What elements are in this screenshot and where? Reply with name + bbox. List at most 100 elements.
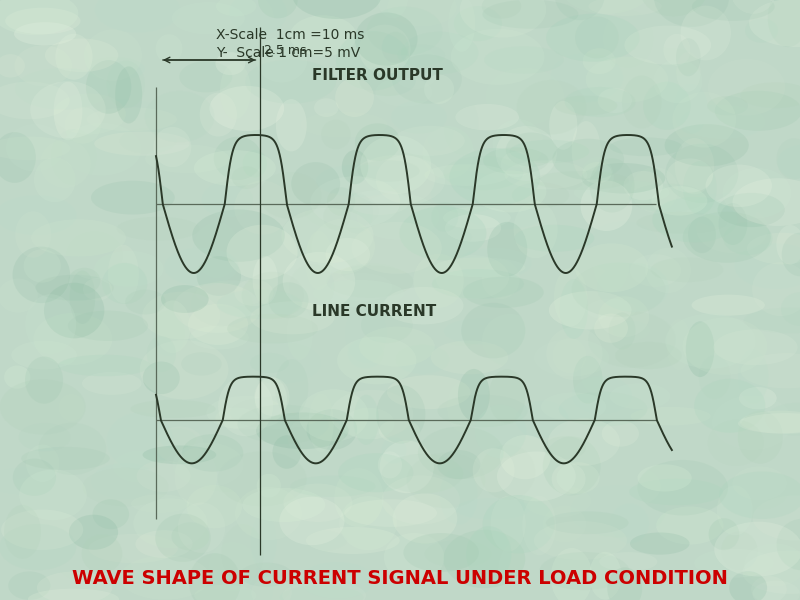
Ellipse shape <box>154 301 190 353</box>
Ellipse shape <box>410 226 472 248</box>
Ellipse shape <box>560 279 588 339</box>
Ellipse shape <box>161 285 209 313</box>
Ellipse shape <box>359 326 435 367</box>
Ellipse shape <box>740 410 800 433</box>
Ellipse shape <box>280 585 363 600</box>
Ellipse shape <box>722 532 758 570</box>
Ellipse shape <box>130 400 216 418</box>
Ellipse shape <box>539 552 630 590</box>
Ellipse shape <box>432 269 524 299</box>
Ellipse shape <box>597 263 669 312</box>
Ellipse shape <box>663 34 690 66</box>
Ellipse shape <box>35 275 114 301</box>
Ellipse shape <box>741 353 800 388</box>
Ellipse shape <box>299 389 369 442</box>
Ellipse shape <box>390 46 440 89</box>
Ellipse shape <box>665 137 714 158</box>
Ellipse shape <box>344 499 437 527</box>
Ellipse shape <box>615 342 682 369</box>
Ellipse shape <box>258 0 298 19</box>
Ellipse shape <box>257 474 281 497</box>
Ellipse shape <box>428 287 498 346</box>
Ellipse shape <box>766 403 800 436</box>
Ellipse shape <box>382 32 409 63</box>
Ellipse shape <box>0 132 36 183</box>
Ellipse shape <box>13 247 70 303</box>
Ellipse shape <box>418 427 504 479</box>
Ellipse shape <box>744 544 800 587</box>
Ellipse shape <box>425 540 491 568</box>
Ellipse shape <box>326 265 414 298</box>
Ellipse shape <box>290 16 357 56</box>
Ellipse shape <box>339 496 397 550</box>
Ellipse shape <box>190 281 252 326</box>
Ellipse shape <box>588 311 676 368</box>
Ellipse shape <box>733 178 800 226</box>
Ellipse shape <box>455 104 519 130</box>
Ellipse shape <box>462 303 526 358</box>
Ellipse shape <box>582 49 616 74</box>
Ellipse shape <box>447 382 477 432</box>
Ellipse shape <box>738 410 783 464</box>
Ellipse shape <box>708 59 785 116</box>
Ellipse shape <box>768 0 800 47</box>
Ellipse shape <box>652 197 738 242</box>
Ellipse shape <box>510 140 590 163</box>
Ellipse shape <box>594 314 628 343</box>
Ellipse shape <box>359 66 416 96</box>
Ellipse shape <box>145 145 230 173</box>
Ellipse shape <box>187 462 282 492</box>
Ellipse shape <box>215 407 258 428</box>
Ellipse shape <box>54 94 126 134</box>
Ellipse shape <box>387 0 457 26</box>
Ellipse shape <box>86 107 177 131</box>
Ellipse shape <box>306 527 400 554</box>
Ellipse shape <box>350 155 445 206</box>
Ellipse shape <box>630 479 723 505</box>
Ellipse shape <box>210 86 284 131</box>
Ellipse shape <box>573 356 602 404</box>
Ellipse shape <box>733 466 786 500</box>
Ellipse shape <box>28 589 119 600</box>
Ellipse shape <box>270 529 347 553</box>
Ellipse shape <box>336 31 410 91</box>
Ellipse shape <box>514 201 558 258</box>
Ellipse shape <box>753 581 800 600</box>
Ellipse shape <box>250 513 277 570</box>
Ellipse shape <box>276 99 306 151</box>
Ellipse shape <box>143 362 180 394</box>
Ellipse shape <box>253 256 278 304</box>
Ellipse shape <box>589 0 662 16</box>
Ellipse shape <box>630 407 711 425</box>
Ellipse shape <box>287 415 344 460</box>
Ellipse shape <box>681 105 766 139</box>
Ellipse shape <box>70 271 95 324</box>
Ellipse shape <box>376 385 426 443</box>
Ellipse shape <box>240 563 292 587</box>
Ellipse shape <box>194 221 241 278</box>
Ellipse shape <box>380 440 434 493</box>
Ellipse shape <box>226 225 298 280</box>
Ellipse shape <box>450 148 540 206</box>
Ellipse shape <box>692 0 774 21</box>
Ellipse shape <box>44 283 104 338</box>
Text: 2.5 ms: 2.5 ms <box>264 44 306 57</box>
Ellipse shape <box>102 263 147 304</box>
Ellipse shape <box>313 280 405 307</box>
Ellipse shape <box>15 68 110 110</box>
Ellipse shape <box>752 262 800 316</box>
Ellipse shape <box>609 313 635 350</box>
Ellipse shape <box>174 448 217 506</box>
Ellipse shape <box>34 313 113 365</box>
Ellipse shape <box>147 336 176 372</box>
Ellipse shape <box>316 164 400 197</box>
Text: Y-  Scale 1 cm=5 mV: Y- Scale 1 cm=5 mV <box>216 46 360 60</box>
Ellipse shape <box>702 316 784 346</box>
Ellipse shape <box>321 119 350 149</box>
Ellipse shape <box>368 431 447 454</box>
Ellipse shape <box>348 338 383 368</box>
Ellipse shape <box>282 581 366 600</box>
Ellipse shape <box>173 443 244 487</box>
Ellipse shape <box>550 53 623 102</box>
Ellipse shape <box>197 256 241 296</box>
